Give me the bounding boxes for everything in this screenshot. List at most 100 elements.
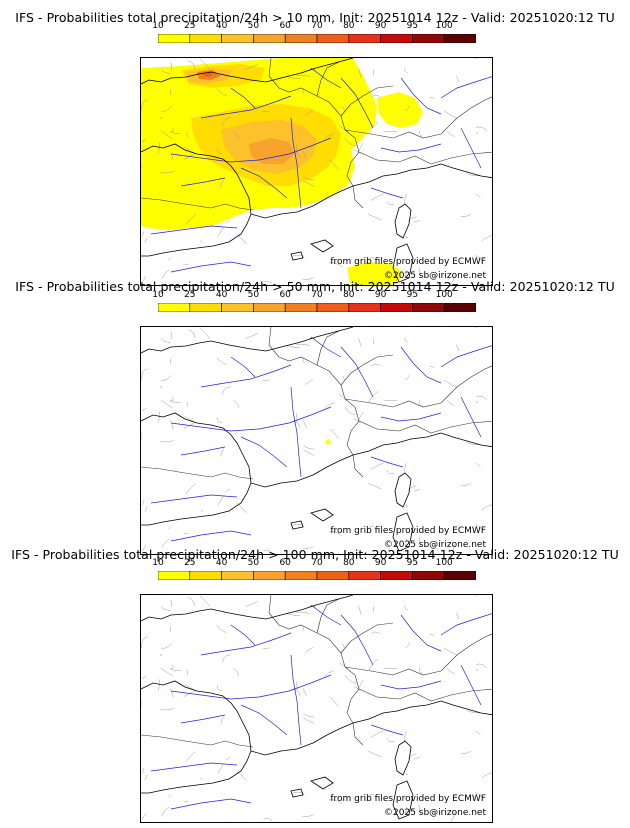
river [380,143,442,153]
colorbar-tick-label: 100 [435,290,453,300]
country-border [352,454,364,478]
prob-10-area [325,439,331,445]
colorbar-segment [316,303,350,312]
river [150,494,238,504]
colorbar-segment [443,303,476,312]
colorbar-tick-label: 80 [343,21,355,31]
colorbar-segment [380,303,413,312]
colorbar-segment [284,571,318,580]
colorbar-tick-label: 80 [343,290,355,300]
country-border [340,354,394,386]
river [290,117,302,209]
country-border [344,398,442,408]
river [150,225,238,235]
colorbar-segment [348,571,381,580]
colorbar-tick-label: 40 [215,290,228,300]
river [240,436,288,468]
colorbar-segment [348,303,381,312]
river [340,346,374,398]
colorbar-segment [189,303,222,312]
river [310,604,342,626]
colorbar-tick-label: 90 [374,290,387,300]
sardinia-island [392,243,414,283]
country-border [358,151,432,165]
country-border [210,740,254,748]
country-border [430,151,492,165]
river [460,664,482,706]
river [370,456,404,468]
river [230,87,256,109]
colorbar-segment [158,303,191,312]
colorbar-tick-label: 25 [184,290,196,300]
panel-50mm: IFS - Probabilities total precipitation/… [0,279,630,555]
colorbar-tick-label: 40 [215,21,228,31]
country-border [316,61,340,97]
colorbar-tick-label: 70 [311,558,323,568]
prob-10-area [141,98,151,120]
colorbar-tick-label: 10 [152,21,164,31]
colorbar-segment [284,34,318,43]
colorbar-segment [380,571,413,580]
colorbar: 10 25 40 50 60 70 80 90 95 100 [152,21,476,43]
panel-title: IFS - Probabilities total precipitation/… [11,547,619,562]
river [340,77,374,129]
country-border [344,666,442,676]
copyright: ©2025 sb@irizone.net [384,808,486,818]
probability-map: from grib files provided by ECMWF ©2025 … [140,57,493,286]
colorbar-tick-label: 60 [279,558,291,568]
colorbar-segment [284,303,318,312]
colorbar: 10 25 40 50 60 70 80 90 95 100 [152,558,476,580]
colorbar-segment [189,34,222,43]
colorbar-tick-label: 25 [184,21,196,31]
river [310,67,342,89]
country-border [340,85,394,117]
colorbar-tick-label: 100 [435,21,453,31]
country-border [316,330,340,366]
colorbar-tick-label: 60 [279,21,291,31]
country-border [352,185,364,209]
colorbar-segment [158,571,191,580]
country-border [430,688,492,702]
prob-50-area [249,138,295,164]
country-border [268,595,360,724]
balearic-islands [290,508,334,530]
country-border [440,96,492,135]
country-border [210,203,254,211]
river [440,345,492,368]
copyright: ©2025 sb@irizone.net [384,540,486,550]
colorbar-tick-label: 70 [311,290,323,300]
colorbar-segment [221,34,254,43]
balearic-islands [290,239,334,261]
river [460,127,482,169]
river [240,167,288,199]
colorbar-tick-label: 90 [374,21,387,31]
colorbar-tick-label: 40 [215,558,228,568]
river [180,177,226,187]
river [290,654,302,746]
river [180,446,226,456]
probability-map: from grib files provided by ECMWF ©2025 … [140,326,493,555]
country-border [316,598,340,634]
river [200,364,292,388]
colorbar-tick-label: 50 [247,290,260,300]
coastline [141,595,492,794]
river [180,714,226,724]
source-credit: from grib files provided by ECMWF [330,526,486,536]
copyright: ©2025 sb@irizone.net [384,271,486,281]
colorbar-tick-label: 50 [247,21,260,31]
colorbar-tick-label: 60 [279,290,291,300]
colorbar-tick-label: 95 [406,290,419,300]
country-border [268,58,360,187]
colorbar-tick-label: 95 [406,21,419,31]
river [170,406,332,432]
colorbar-segment [316,571,350,580]
colorbar-segment [443,34,476,43]
river [230,356,256,378]
river [370,724,404,736]
balearic-islands [290,776,334,798]
river [150,762,238,772]
colorbar-segment [158,34,191,43]
country-border [141,466,212,478]
country-border [440,365,492,404]
country-border [352,722,364,746]
